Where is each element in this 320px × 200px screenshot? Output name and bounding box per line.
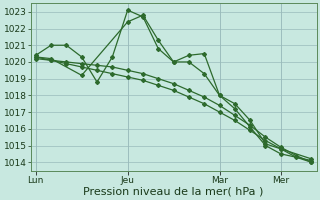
X-axis label: Pression niveau de la mer( hPa ): Pression niveau de la mer( hPa ) bbox=[84, 187, 264, 197]
